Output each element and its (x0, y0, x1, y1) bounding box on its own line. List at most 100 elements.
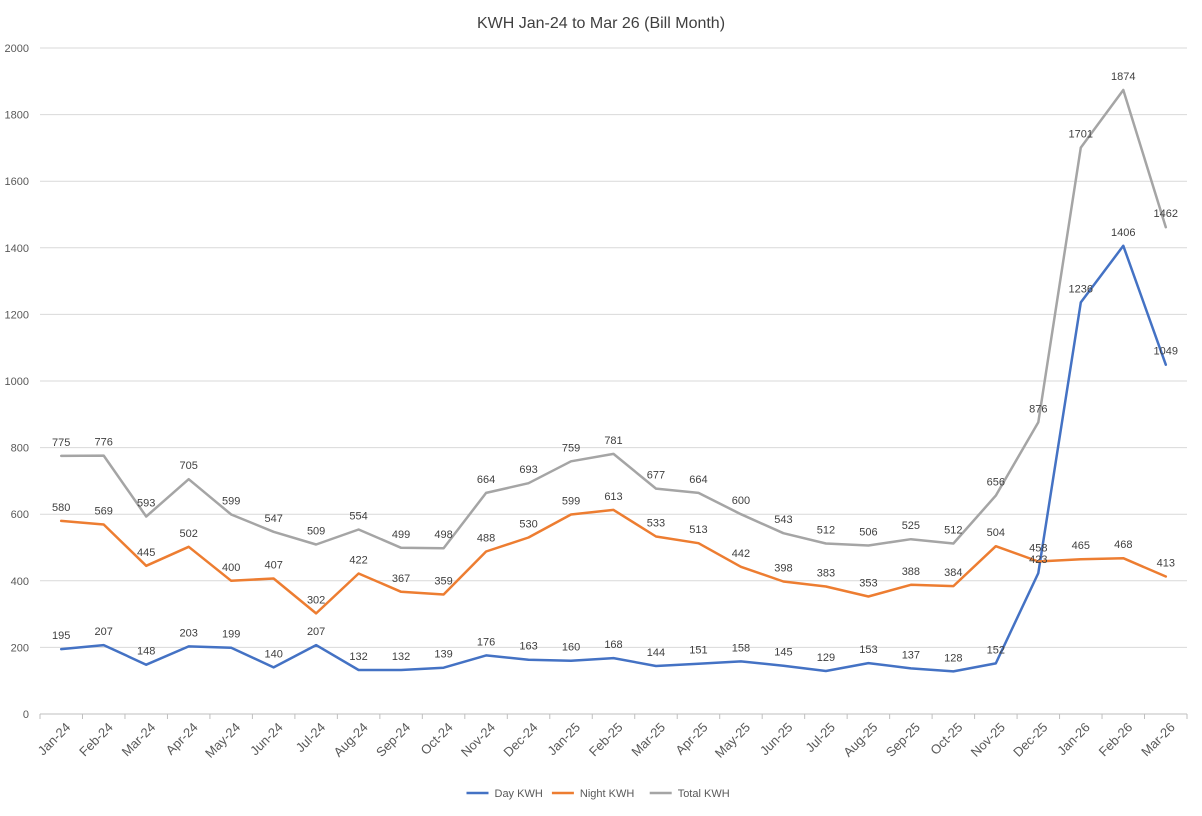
x-tick-label: Jan-24 (35, 720, 74, 759)
data-label: 656 (987, 477, 1005, 489)
data-label: 533 (647, 518, 665, 530)
data-label: 353 (859, 577, 877, 589)
legend-item: Day KWH (466, 788, 543, 800)
x-tick-label: Oct-24 (418, 720, 456, 758)
y-tick-label: 800 (11, 443, 29, 455)
data-label: 600 (732, 495, 750, 507)
data-label: 664 (689, 474, 707, 486)
data-label: 160 (562, 642, 580, 654)
x-tick-label: Feb-25 (586, 720, 626, 760)
x-tick-label: Jun-24 (247, 720, 286, 759)
data-label: 139 (434, 649, 452, 661)
data-label: 499 (392, 529, 410, 541)
data-label: 163 (519, 641, 537, 653)
data-label: 145 (774, 647, 792, 659)
data-label: 876 (1029, 403, 1047, 415)
data-label: 148 (137, 646, 155, 658)
data-label: 128 (944, 652, 962, 664)
data-label: 599 (222, 496, 240, 508)
data-label: 776 (95, 437, 113, 449)
data-label: 407 (264, 559, 282, 571)
data-label: 129 (817, 652, 835, 664)
chart-title: KWH Jan-24 to Mar 26 (Bill Month) (477, 15, 725, 32)
data-label: 498 (434, 529, 452, 541)
legend-label: Day KWH (495, 788, 543, 800)
legend-item: Total KWH (649, 788, 730, 800)
x-tick-label: Jul-24 (293, 720, 329, 756)
data-label: 1406 (1111, 227, 1135, 239)
x-tick-label: Feb-24 (76, 720, 116, 760)
data-label: 207 (307, 626, 325, 638)
data-label: 693 (519, 464, 537, 476)
data-label: 506 (859, 527, 877, 539)
data-label: 547 (264, 513, 282, 525)
x-tick-label: Jun-25 (757, 720, 796, 759)
data-label: 302 (307, 594, 325, 606)
data-label: 203 (180, 627, 198, 639)
data-label: 465 (1072, 540, 1090, 552)
data-label: 664 (477, 474, 495, 486)
data-labels: 195 207 148 203 199 140 207 132 132 139 176 163 160 1… (52, 71, 1178, 664)
data-label: 384 (944, 567, 962, 579)
y-tick-label: 1000 (5, 376, 29, 388)
x-tick-label: Dec-25 (1010, 720, 1050, 760)
x-tick-label: Mar-25 (628, 720, 668, 760)
data-label: 677 (647, 470, 665, 482)
data-label: 422 (349, 554, 367, 566)
x-tick-label: May-25 (712, 720, 753, 761)
legend-label: Night KWH (580, 788, 634, 800)
data-label: 488 (477, 532, 495, 544)
data-label: 132 (349, 651, 367, 663)
data-label: 383 (817, 567, 835, 579)
x-tick-label: Nov-24 (458, 720, 498, 760)
y-tick-label: 1400 (5, 243, 29, 255)
data-label: 153 (859, 644, 877, 656)
x-tick-label: Jan-26 (1054, 720, 1093, 759)
series-line-day-kwh (59, 244, 1168, 673)
data-label: 195 (52, 630, 70, 642)
series-line-total-kwh (59, 88, 1168, 550)
data-label: 530 (519, 519, 537, 531)
data-label: 400 (222, 562, 240, 574)
x-tick-label: Apr-25 (672, 720, 710, 758)
data-label: 759 (562, 442, 580, 454)
series-lines (59, 88, 1168, 673)
data-label: 513 (689, 524, 707, 536)
x-tick-label: Sep-25 (883, 720, 923, 760)
data-label: 207 (95, 626, 113, 638)
data-label: 569 (95, 506, 113, 518)
y-tick-label: 1200 (5, 309, 29, 321)
x-tick-label: Jul-25 (802, 720, 838, 756)
y-tick-label: 0 (23, 709, 29, 721)
y-tick-label: 600 (11, 509, 29, 521)
series-line-night-kwh (59, 508, 1168, 615)
data-label: 1049 (1154, 346, 1178, 358)
data-label: 137 (902, 649, 920, 661)
data-label: 413 (1157, 557, 1175, 569)
x-axis: Jan-24 Feb-24 Mar-24 Apr-24 May-24 Jun-24 Jul-… (35, 714, 1188, 761)
x-tick-label: Mar-24 (119, 720, 159, 760)
data-label: 512 (944, 525, 962, 537)
legend: Day KWH Night KWH Total KWH (466, 788, 730, 800)
data-label: 1874 (1111, 71, 1135, 83)
data-label: 512 (817, 525, 835, 537)
data-label: 525 (902, 520, 920, 532)
y-axis: 0 200 400 600 800 1000 1200 1400 1600 1800 2000 (5, 43, 29, 721)
data-label: 468 (1114, 539, 1132, 551)
data-label: 423 (1029, 554, 1047, 566)
data-label: 168 (604, 639, 622, 651)
x-tick-label: Aug-24 (330, 720, 370, 760)
x-tick-label: Mar-26 (1138, 720, 1178, 760)
y-tick-label: 2000 (5, 43, 29, 55)
x-tick-label: Feb-26 (1096, 720, 1136, 760)
x-tick-label: Dec-24 (500, 720, 540, 760)
data-label: 781 (604, 435, 622, 447)
data-label: 445 (137, 547, 155, 559)
data-label: 502 (180, 528, 198, 540)
data-label: 388 (902, 566, 920, 578)
data-label: 458 (1029, 542, 1047, 554)
data-label: 775 (52, 437, 70, 449)
data-label: 151 (689, 645, 707, 657)
